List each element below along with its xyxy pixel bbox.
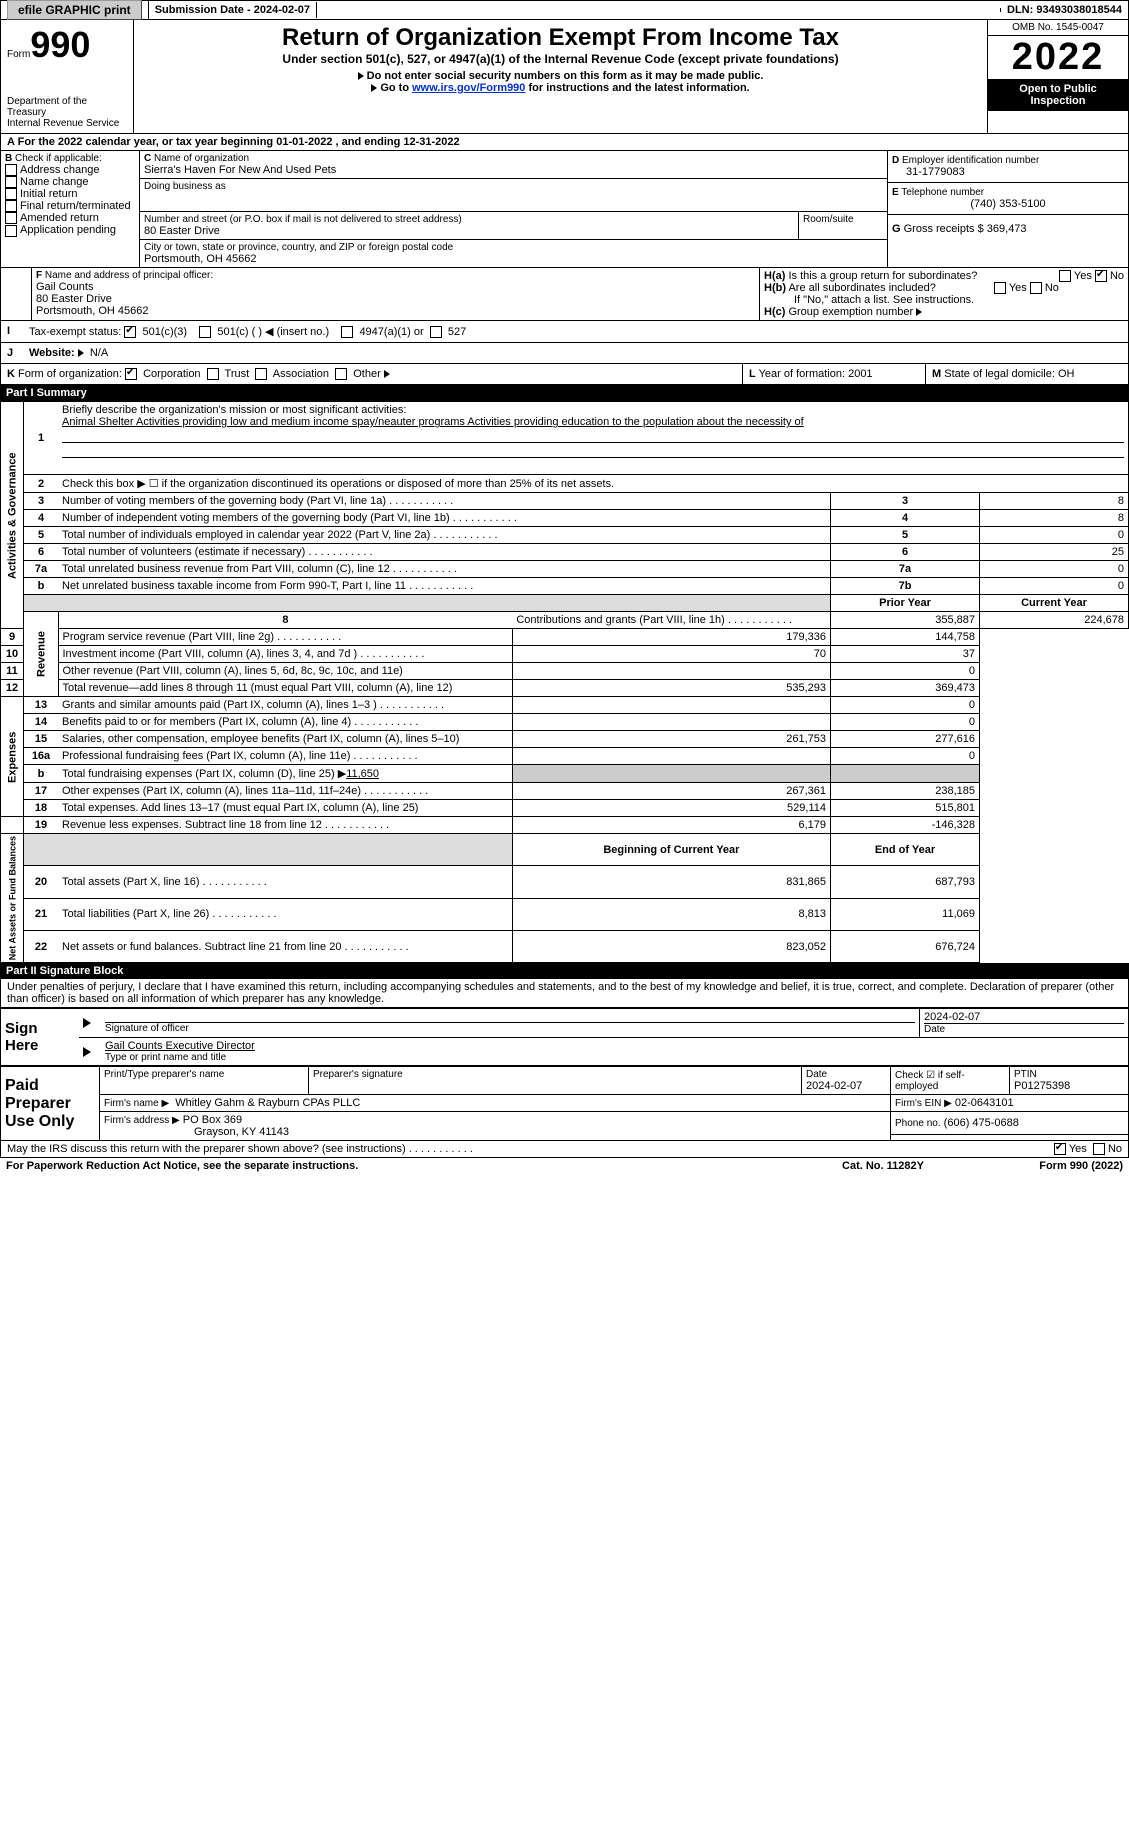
part1-header: Part I Summary	[0, 385, 1129, 401]
checkbox-app-pending[interactable]	[5, 225, 17, 237]
checkbox-trust[interactable]	[207, 368, 219, 380]
submission-block: Submission Date - 2024-02-07	[149, 2, 317, 18]
checkbox-name-change[interactable]	[5, 176, 17, 188]
checkbox-initial-return[interactable]	[5, 188, 17, 200]
preparer-table: Paid Preparer Use Only Print/Type prepar…	[0, 1066, 1129, 1141]
checkbox-4947[interactable]	[341, 326, 353, 338]
klm-row: K Form of organization: Corporation Trus…	[0, 364, 1129, 385]
checkbox-final-return[interactable]	[5, 200, 17, 212]
arrow-icon	[358, 72, 364, 80]
website-row: J Website: N/A	[0, 343, 1129, 364]
irs-link[interactable]: www.irs.gov/Form990	[412, 82, 525, 94]
form-header: Form990 Department of the Treasury Inter…	[0, 20, 1129, 134]
checkbox-527[interactable]	[430, 326, 442, 338]
perjury-text: Under penalties of perjury, I declare th…	[0, 979, 1129, 1008]
checkbox-corp[interactable]	[125, 368, 137, 380]
checkbox-ha-no[interactable]	[1095, 270, 1107, 282]
checkbox-amended[interactable]	[5, 212, 17, 224]
form-title: Return of Organization Exempt From Incom…	[140, 24, 981, 52]
gross-receipts: 369,473	[987, 223, 1027, 235]
tax-exempt-row: I Tax-exempt status: 501(c)(3) 501(c) ( …	[0, 321, 1129, 343]
arrow-icon	[83, 1018, 91, 1028]
checkbox-address-change[interactable]	[5, 164, 17, 176]
arrow-icon	[384, 370, 390, 378]
topbar: efile GRAPHIC print Submission Date - 20…	[0, 0, 1129, 20]
efile-print-button[interactable]: efile GRAPHIC print	[7, 0, 142, 20]
checkbox-hb-no[interactable]	[1030, 282, 1042, 294]
checkbox-501c[interactable]	[199, 326, 211, 338]
identity-block: B Check if applicable: Address change Na…	[0, 151, 1129, 268]
arrow-icon	[916, 308, 922, 316]
tax-year: 2022	[988, 36, 1128, 79]
checkbox-discuss-no[interactable]	[1093, 1143, 1105, 1155]
checkbox-discuss-yes[interactable]	[1054, 1143, 1066, 1155]
phone: (740) 353-5100	[892, 198, 1124, 210]
checkbox-501c3[interactable]	[124, 326, 136, 338]
summary-table: Activities & Governance 1 Briefly descri…	[0, 401, 1129, 963]
signature-table: Sign Here Signature of officer 2024-02-0…	[0, 1008, 1129, 1066]
checkbox-ha-yes[interactable]	[1059, 270, 1071, 282]
discuss-row: May the IRS discuss this return with the…	[0, 1141, 1129, 1158]
org-name: Sierra's Haven For New And Used Pets	[144, 164, 883, 176]
arrow-icon	[78, 349, 84, 357]
ein: 31-1779083	[892, 166, 1124, 178]
checkbox-assoc[interactable]	[255, 368, 267, 380]
part2-header: Part II Signature Block	[0, 963, 1129, 979]
period-row: A For the 2022 calendar year, or tax yea…	[0, 134, 1129, 151]
mission-text: Animal Shelter Activities providing low …	[62, 416, 804, 428]
footer: For Paperwork Reduction Act Notice, see …	[0, 1158, 1129, 1174]
dln-block: DLN: 93493038018544	[1001, 2, 1128, 18]
officer-group-block: F Name and address of principal officer:…	[0, 268, 1129, 321]
checkbox-other[interactable]	[335, 368, 347, 380]
arrow-icon	[371, 84, 377, 92]
arrow-icon	[83, 1047, 91, 1057]
checkbox-hb-yes[interactable]	[994, 282, 1006, 294]
